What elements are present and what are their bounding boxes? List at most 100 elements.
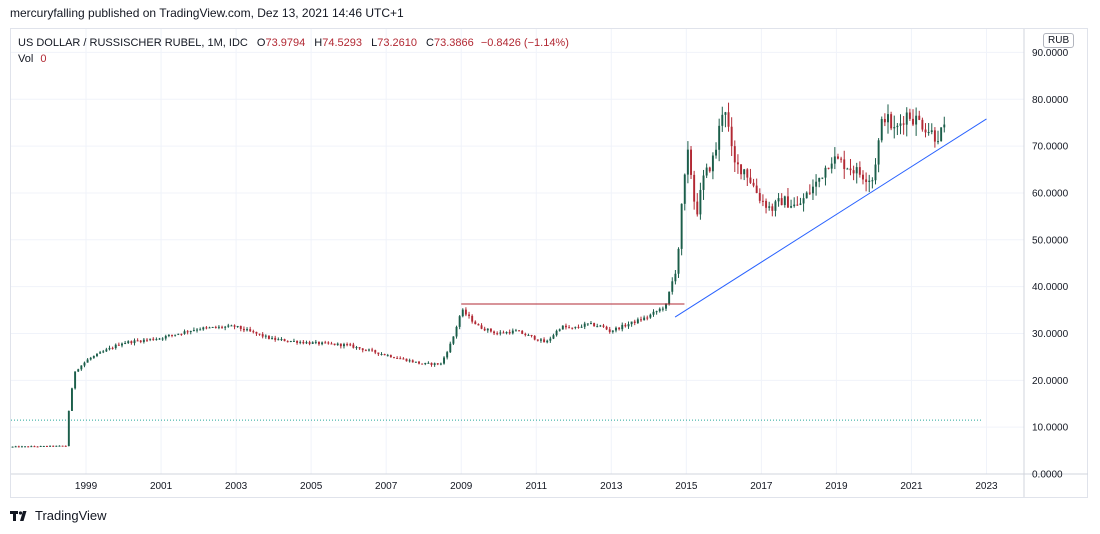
candle-body (242, 328, 245, 331)
x-tick-label: 2001 (150, 481, 173, 492)
candle-body (80, 365, 83, 370)
x-tick-label: 2003 (225, 481, 248, 492)
candle-body (139, 340, 142, 342)
candle-body (693, 174, 696, 202)
candle-body (77, 369, 80, 372)
candle-body (518, 330, 521, 332)
candle-body (52, 445, 55, 447)
volume-value: 0 (40, 53, 47, 65)
x-tick-label: 2007 (375, 481, 398, 492)
candle-body (511, 330, 514, 334)
candle-body (896, 125, 899, 128)
candle-body (111, 347, 114, 349)
y-tick-label: 40.0000 (1032, 282, 1069, 293)
candle-body (74, 371, 77, 389)
candle-body (389, 355, 392, 358)
symbol-title[interactable]: US DOLLAR / RUSSISCHER RUBEL, 1M, IDC (18, 37, 248, 49)
candle-body (893, 127, 896, 129)
candle-body (402, 358, 405, 360)
candle-body (546, 340, 549, 343)
candle-body (308, 342, 311, 344)
candle-body (564, 325, 567, 328)
candle-body (292, 340, 295, 342)
candle-body (468, 314, 471, 316)
candle-body (930, 130, 933, 133)
candle-body (661, 308, 664, 310)
candle-body (918, 115, 921, 120)
candle-body (827, 167, 830, 169)
candle-body (124, 342, 127, 344)
candle-body (171, 334, 173, 336)
candle-body (161, 338, 164, 340)
candle-body (571, 327, 574, 329)
candle-body (418, 361, 420, 364)
close-value: 73.3866 (433, 37, 474, 49)
candle-body (890, 114, 893, 129)
candle-body (214, 326, 217, 328)
candle-body (164, 336, 167, 339)
candle-body (17, 446, 20, 448)
candle-body (915, 115, 918, 125)
candle-body (658, 308, 661, 312)
candle-body (765, 200, 768, 208)
candle-body (252, 331, 255, 333)
candle-body (414, 361, 417, 363)
candle-body (871, 180, 874, 182)
candle-body (724, 112, 727, 115)
candle-body (224, 326, 227, 328)
candle-body (324, 342, 327, 344)
candle-body (602, 325, 605, 327)
candle-body (708, 167, 711, 172)
legend-volume-row: Vol 0 (18, 51, 569, 67)
candle-body (849, 168, 852, 171)
candle-body (239, 325, 242, 329)
footer-brand[interactable]: TradingView (10, 508, 107, 523)
candle-body (430, 362, 433, 365)
candle-body (674, 273, 677, 282)
candle-body (202, 327, 205, 330)
y-tick-label: 90.0000 (1032, 48, 1069, 59)
candle-body (61, 445, 64, 447)
candle-body (655, 311, 658, 313)
candle-body (330, 343, 333, 345)
candle-body (102, 351, 105, 353)
candle-body (136, 340, 139, 342)
candle-body (811, 186, 814, 194)
candle-body (486, 328, 489, 331)
candle-body (543, 339, 546, 343)
candle-body (802, 198, 805, 204)
candle-body (364, 350, 367, 352)
currency-badge[interactable]: RUB (1043, 33, 1075, 48)
candle-body (227, 325, 230, 327)
candle-body (49, 445, 52, 447)
candle-body (89, 357, 92, 360)
low-value: 73.2610 (377, 37, 417, 49)
candle-body (180, 333, 183, 335)
candle-body (733, 146, 736, 163)
candle-body (355, 347, 358, 349)
candle-body (24, 446, 27, 448)
candle-body (424, 362, 427, 365)
y-tick-label: 20.0000 (1032, 376, 1069, 387)
candle-body (114, 344, 117, 349)
y-tick-label: 50.0000 (1032, 235, 1069, 246)
x-tick-label: 2017 (750, 481, 773, 492)
candle-body (358, 347, 361, 349)
candle-body (380, 353, 383, 355)
candle-body (408, 360, 411, 362)
candle-body (158, 338, 161, 340)
candle-body (249, 329, 252, 332)
candle-body (64, 445, 67, 447)
x-tick-label: 2005 (300, 481, 323, 492)
candle-body (508, 331, 511, 334)
candle-body (121, 343, 123, 346)
candle-body (352, 344, 355, 348)
candle-body (371, 349, 374, 351)
candle-body (427, 362, 430, 364)
candle-body (774, 201, 777, 211)
candle-body (205, 327, 208, 329)
publisher-line: mercuryfalling published on TradingView.… (10, 6, 404, 20)
candle-body (721, 114, 724, 126)
candle-body (558, 329, 561, 331)
